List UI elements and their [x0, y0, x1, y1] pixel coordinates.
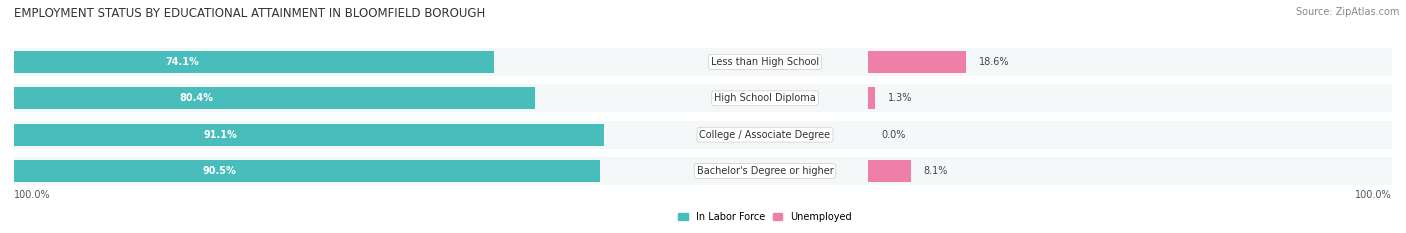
Text: High School Diploma: High School Diploma	[714, 93, 815, 103]
Bar	[869, 120, 1392, 149]
Bar	[869, 48, 1392, 76]
Text: Source: ZipAtlas.com: Source: ZipAtlas.com	[1295, 7, 1399, 17]
Text: 8.1%: 8.1%	[924, 166, 948, 176]
Bar	[662, 48, 869, 76]
Text: 91.1%: 91.1%	[204, 130, 238, 140]
Text: 1.3%: 1.3%	[889, 93, 912, 103]
Bar	[14, 124, 605, 146]
Text: 18.6%: 18.6%	[979, 57, 1010, 67]
Bar	[14, 87, 534, 109]
Bar	[662, 157, 869, 185]
Bar	[869, 157, 1392, 185]
Bar	[14, 157, 662, 185]
Bar	[869, 84, 1392, 113]
Bar	[662, 120, 869, 149]
Bar	[662, 84, 869, 113]
Text: 74.1%: 74.1%	[165, 57, 198, 67]
Bar	[869, 160, 911, 182]
Text: Less than High School: Less than High School	[711, 57, 820, 67]
Text: EMPLOYMENT STATUS BY EDUCATIONAL ATTAINMENT IN BLOOMFIELD BOROUGH: EMPLOYMENT STATUS BY EDUCATIONAL ATTAINM…	[14, 7, 485, 20]
Bar	[14, 84, 662, 113]
Bar	[14, 120, 662, 149]
Text: 80.4%: 80.4%	[180, 93, 214, 103]
Bar	[14, 51, 494, 73]
Legend: In Labor Force, Unemployed: In Labor Force, Unemployed	[675, 208, 856, 226]
Bar	[14, 48, 662, 76]
Text: Bachelor's Degree or higher: Bachelor's Degree or higher	[696, 166, 834, 176]
Text: 100.0%: 100.0%	[1355, 190, 1392, 200]
Text: 90.5%: 90.5%	[202, 166, 236, 176]
Text: 100.0%: 100.0%	[14, 190, 51, 200]
Text: 0.0%: 0.0%	[882, 130, 905, 140]
Text: College / Associate Degree: College / Associate Degree	[699, 130, 831, 140]
Bar	[869, 51, 966, 73]
Bar	[869, 87, 875, 109]
Bar	[14, 160, 600, 182]
